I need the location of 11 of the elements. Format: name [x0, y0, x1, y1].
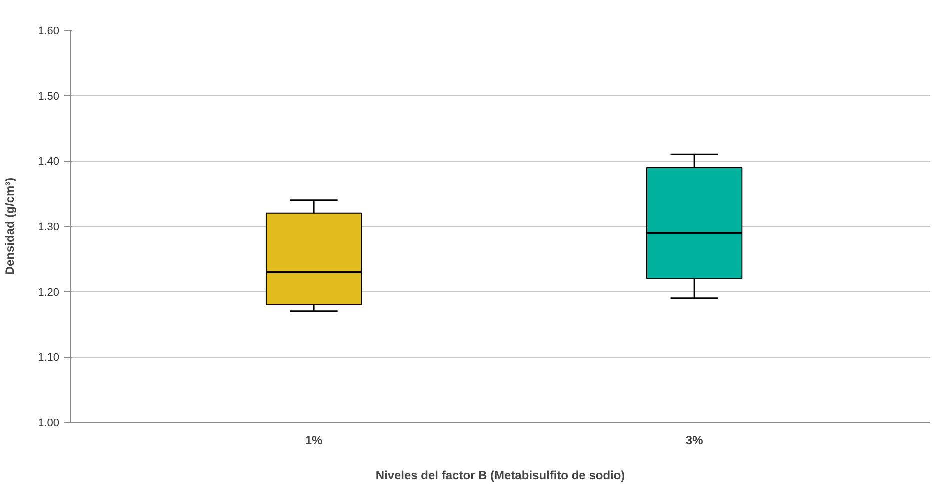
y-tick-label: 1.10: [38, 352, 60, 364]
y-tick-label: 1.20: [38, 286, 60, 299]
x-tick-label: 3%: [686, 434, 704, 448]
y-axis-title: Densidad (g/cm³): [3, 178, 18, 276]
x-tick-label: 1%: [305, 434, 324, 448]
y-tick-label: 1.40: [38, 156, 60, 168]
y-tick-label: 1.50: [38, 90, 60, 103]
y-tick-label: 1.00: [38, 418, 60, 430]
y-tick-label: 1.30: [38, 222, 60, 234]
x-axis-title: Niveles del factor B (Metabisulfito de sodio): [376, 468, 626, 482]
y-tick-label: 1.60: [38, 26, 60, 38]
